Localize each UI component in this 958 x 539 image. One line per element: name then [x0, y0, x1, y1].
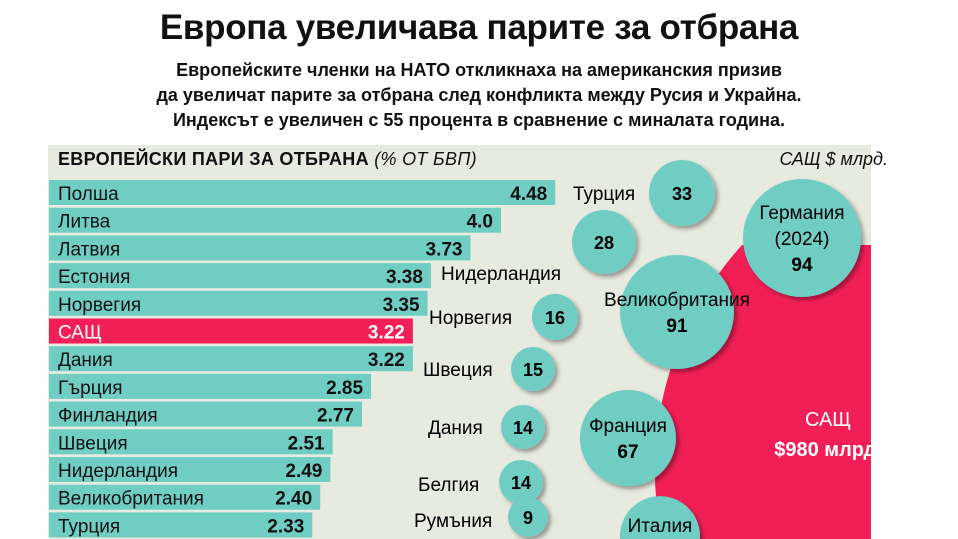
bar-label-5: САЩ [58, 323, 102, 344]
bubble-name-6: Дания [428, 418, 483, 439]
bubble-8 [499, 460, 543, 504]
bar-7 [49, 373, 372, 399]
bubble-name-2-1: (2024) [775, 229, 830, 250]
bar-value-4: 3.35 [383, 295, 420, 316]
bar-value-8: 2.77 [317, 406, 354, 427]
bubble-2 [743, 179, 861, 297]
bubble-name-5: Швеция [423, 360, 493, 381]
bar-9 [49, 429, 333, 455]
bar-label-0: Полша [58, 184, 119, 205]
bubble-chart-title: САЩ $ млрд. [779, 149, 888, 169]
bubble-6 [501, 405, 545, 449]
bubble-name-1: Нидерландия [441, 264, 561, 285]
bar-label-8: Финландия [58, 406, 158, 427]
bar-value-11: 2.40 [275, 489, 312, 510]
bar-chart-unit: (% ОТ БВП) [374, 149, 477, 169]
bubble-name-8: Белгия [418, 475, 479, 496]
bubble-name-4: Норвегия [429, 308, 512, 329]
usa-name-label: САЩ [805, 409, 851, 431]
infographic-title: Европа увеличава парите за отбрана [159, 8, 799, 47]
bar-value-2: 3.73 [426, 239, 463, 260]
bubble-value-3: 91 [666, 316, 688, 337]
bar-label-10: Нидерландия [58, 461, 178, 482]
bar-2 [49, 235, 471, 261]
bar-chart-title-text: ЕВРОПЕЙСКИ ПАРИ ЗА ОТБРАНА [58, 149, 369, 169]
bubble-4 [532, 294, 578, 340]
bar-chart-title: ЕВРОПЕЙСКИ ПАРИ ЗА ОТБРАНА (% ОТ БВП) [58, 149, 477, 170]
subtitle-line-2: да увеличат парите за отбрана след конфл… [156, 85, 802, 105]
bar-value-3: 3.38 [386, 267, 423, 288]
bubble-3 [620, 255, 734, 369]
bar-6 [49, 346, 413, 372]
bar-value-12: 2.33 [267, 516, 304, 537]
bar-label-6: Дания [58, 350, 113, 371]
bar-label-9: Швеция [58, 433, 128, 454]
bar-label-12: Турция [58, 516, 120, 537]
bubble-0 [649, 160, 715, 226]
bubble-name-9: Румъния [414, 511, 492, 532]
bar-4 [49, 290, 428, 316]
bar-11 [49, 484, 321, 510]
bubble-name-3-0: Великобритания [604, 290, 750, 311]
bar-value-1: 4.0 [467, 212, 493, 233]
bubble-value-0: 33 [672, 184, 692, 204]
bubble-value-6: 14 [513, 418, 533, 438]
subtitle-line-1: Европейските членки на НАТО откликнаха н… [176, 60, 782, 80]
bubble-10 [620, 496, 700, 539]
bubble-9 [508, 497, 548, 537]
bar-label-2: Латвия [58, 239, 120, 260]
bar-12 [49, 512, 313, 538]
bubble-value-4: 16 [545, 308, 565, 328]
bubble-name-10: Италия [628, 516, 693, 537]
bar-value-9: 2.51 [288, 433, 325, 454]
bar-value-6: 3.22 [368, 350, 405, 371]
bar-3 [49, 263, 431, 289]
bubble-value-1: 28 [594, 233, 614, 253]
bar-value-7: 2.85 [326, 378, 363, 399]
bubble-value-7: 67 [617, 442, 638, 463]
bubble-1 [572, 210, 636, 274]
bar-label-7: Гърция [58, 378, 123, 399]
bar-value-10: 2.49 [285, 461, 322, 482]
bar-label-4: Норвегия [58, 295, 141, 316]
bar-label-1: Литва [58, 212, 111, 233]
bubble-value-8: 14 [511, 473, 531, 493]
bubble-5 [511, 347, 555, 391]
bubble-value-5: 15 [523, 360, 543, 380]
bar-10 [49, 457, 331, 482]
bubble-name-0: Турция [573, 184, 635, 205]
bubble-name-7-0: Франция [589, 416, 667, 437]
bar-5 [49, 318, 413, 344]
bubble-7 [580, 390, 676, 486]
bar-label-3: Естония [58, 267, 130, 288]
bar-label-11: Великобритания [58, 489, 204, 510]
bar-value-5: 3.22 [368, 323, 405, 344]
subtitle-line-3: Индексът е увеличен с 55 процента в срав… [172, 110, 786, 130]
bar-8 [49, 401, 363, 427]
bubble-value-2: 94 [791, 255, 813, 276]
bubble-value-9: 9 [523, 508, 533, 528]
usa-value-label: $980 млрд. [774, 439, 882, 461]
bubble-name-2-0: Германия [759, 203, 844, 224]
bar-value-0: 4.48 [510, 184, 547, 205]
bar-0 [49, 180, 556, 205]
bar-1 [49, 207, 501, 233]
